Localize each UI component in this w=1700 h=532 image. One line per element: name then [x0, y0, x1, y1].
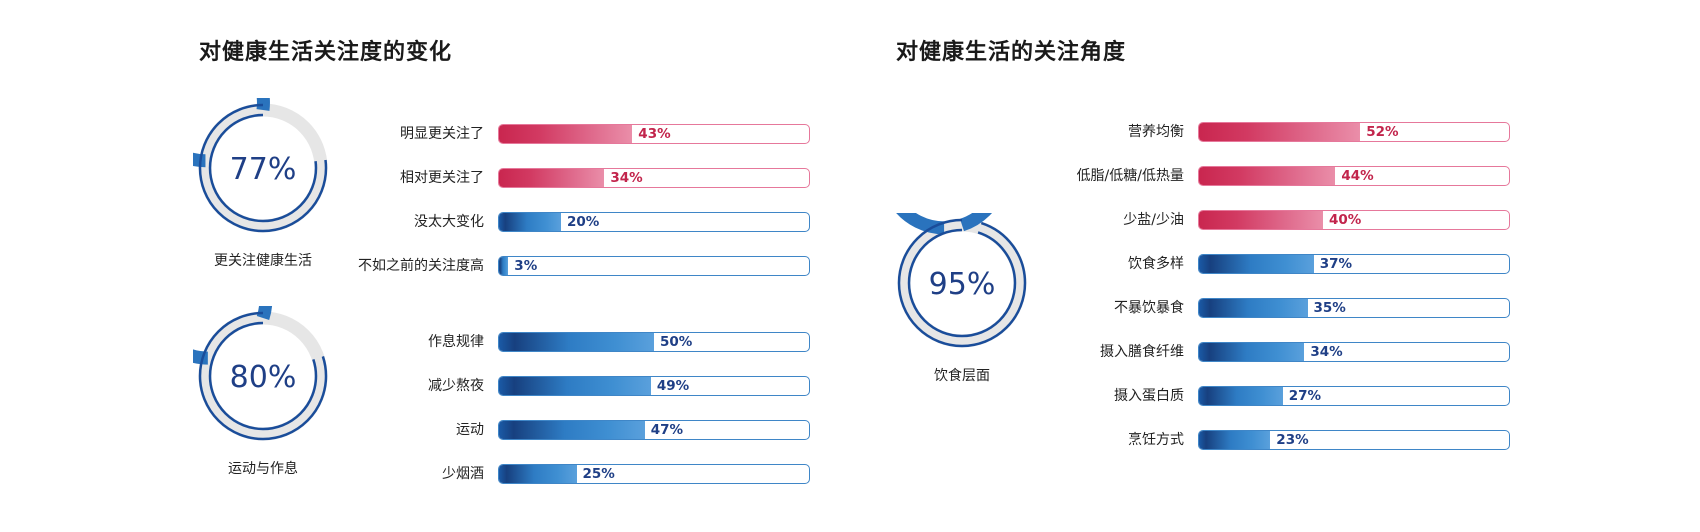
bar-track: 40% [1198, 210, 1510, 230]
bar-category-label: 摄入蛋白质 [1114, 388, 1184, 404]
bar-track: 47% [498, 420, 810, 440]
bar-track: 3% [498, 256, 810, 276]
donut-chart: 77% [193, 98, 328, 233]
bar-track: 34% [498, 168, 810, 188]
bar-value-label: 20% [567, 214, 600, 230]
bar-fill [1199, 299, 1308, 317]
bar-value-label: 34% [610, 170, 643, 186]
bar-track: 20% [498, 212, 810, 232]
bar-row: 摄入蛋白质 27% [1114, 386, 1510, 406]
right-panel-title: 对健康生活的关注角度 [896, 40, 1127, 65]
bar-fill [499, 421, 645, 439]
bar-category-label: 饮食多样 [1128, 256, 1184, 272]
bar-row: 不暴饮暴食 35% [1114, 298, 1510, 318]
bar-track: 27% [1198, 386, 1510, 406]
bar-row: 没太大变化 20% [414, 212, 810, 232]
left-panel-title: 对健康生活关注度的变化 [199, 40, 453, 65]
bar-row: 营养均衡 52% [1128, 122, 1510, 142]
donut-outer-edge [198, 103, 328, 233]
bar-category-label: 少烟酒 [442, 466, 484, 482]
bar-fill [1199, 167, 1336, 185]
bar-value-label: 50% [660, 334, 693, 350]
bar-category-label: 烹饪方式 [1128, 432, 1184, 448]
bar-category-label: 运动 [456, 422, 484, 438]
donut-outer-edge [897, 218, 1027, 348]
bar-track: 49% [498, 376, 810, 396]
bar-fill [1199, 211, 1323, 229]
donut-caption: 运动与作息 [228, 461, 298, 477]
bar-value-label: 43% [638, 126, 671, 142]
bar-value-label: 40% [1329, 212, 1362, 228]
bar-category-label: 摄入膳食纤维 [1100, 344, 1184, 360]
bar-row: 作息规律 50% [428, 332, 810, 352]
bar-row: 少盐/少油 40% [1123, 210, 1510, 230]
bar-category-label: 营养均衡 [1128, 124, 1184, 140]
bar-category-label: 明显更关注了 [400, 126, 484, 142]
donut-inner-edge [208, 321, 318, 431]
bar-value-label: 47% [650, 422, 684, 438]
bar-row: 运动 47% [456, 420, 810, 440]
bar-fill [499, 377, 651, 395]
bar-category-label: 低脂/低糖/低热量 [1076, 168, 1184, 184]
bar-value-label: 49% [656, 378, 690, 394]
bar-track: 37% [1198, 254, 1510, 274]
bar-category-label: 没太大变化 [414, 214, 484, 230]
bar-track: 25% [498, 464, 810, 484]
donut-value-label: 80% [230, 360, 297, 395]
bar-category-label: 不如之前的关注度高 [358, 258, 484, 274]
bar-category-label: 减少熬夜 [428, 378, 484, 394]
bar-value-label: 35% [1313, 300, 1346, 316]
donut-chart: 80% [193, 306, 328, 441]
bar-row: 明显更关注了 43% [400, 124, 810, 144]
bar-value-label: 25% [582, 466, 615, 482]
bar-value-label: 27% [1288, 388, 1322, 404]
bar-fill [1199, 343, 1305, 361]
bar-row: 少烟酒 25% [442, 464, 810, 484]
bar-track: 35% [1198, 298, 1510, 318]
donut-chart: 95% [896, 213, 1027, 348]
bar-fill [499, 333, 654, 351]
bar-value-label: 52% [1366, 124, 1399, 140]
bar-fill [499, 257, 509, 275]
bar-fill [499, 125, 633, 143]
bar-value-label: 44% [1341, 168, 1374, 184]
bar-track: 43% [498, 124, 810, 144]
donut-inner-edge [208, 113, 318, 223]
bar-fill [499, 169, 605, 187]
bar-track: 23% [1198, 430, 1510, 450]
bar-track: 44% [1198, 166, 1510, 186]
donut-value-label: 95% [929, 267, 996, 302]
bar-category-label: 相对更关注了 [400, 170, 484, 186]
bar-track: 50% [498, 332, 810, 352]
bar-value-label: 3% [514, 258, 538, 274]
donut-caption: 饮食层面 [934, 368, 990, 384]
bar-fill [1199, 255, 1314, 273]
donut-caption: 更关注健康生活 [214, 253, 312, 269]
bar-row: 减少熬夜 49% [428, 376, 810, 396]
bar-row: 低脂/低糖/低热量 44% [1077, 166, 1510, 186]
bar-track: 34% [1198, 342, 1510, 362]
bar-track: 52% [1198, 122, 1510, 142]
bar-fill [1199, 387, 1283, 405]
bar-value-label: 34% [1310, 344, 1343, 360]
donut-inner-edge [907, 228, 1017, 338]
bar-row: 饮食多样 37% [1128, 254, 1510, 274]
bar-fill [1199, 123, 1361, 141]
bar-value-label: 23% [1276, 432, 1309, 448]
bar-category-label: 作息规律 [428, 334, 484, 350]
bar-fill [499, 465, 577, 483]
bar-category-label: 不暴饮暴食 [1114, 300, 1184, 316]
donut-outer-edge [198, 311, 328, 441]
bar-fill [1199, 431, 1271, 449]
bar-row: 烹饪方式 23% [1128, 430, 1510, 450]
bar-row: 相对更关注了 34% [400, 168, 810, 188]
donut-value-label: 77% [230, 152, 297, 187]
bar-category-label: 少盐/少油 [1123, 212, 1184, 228]
bar-value-label: 37% [1319, 256, 1353, 272]
bar-row: 摄入膳食纤维 34% [1100, 342, 1510, 362]
bar-row: 不如之前的关注度高 3% [358, 256, 810, 276]
bar-fill [499, 213, 561, 231]
